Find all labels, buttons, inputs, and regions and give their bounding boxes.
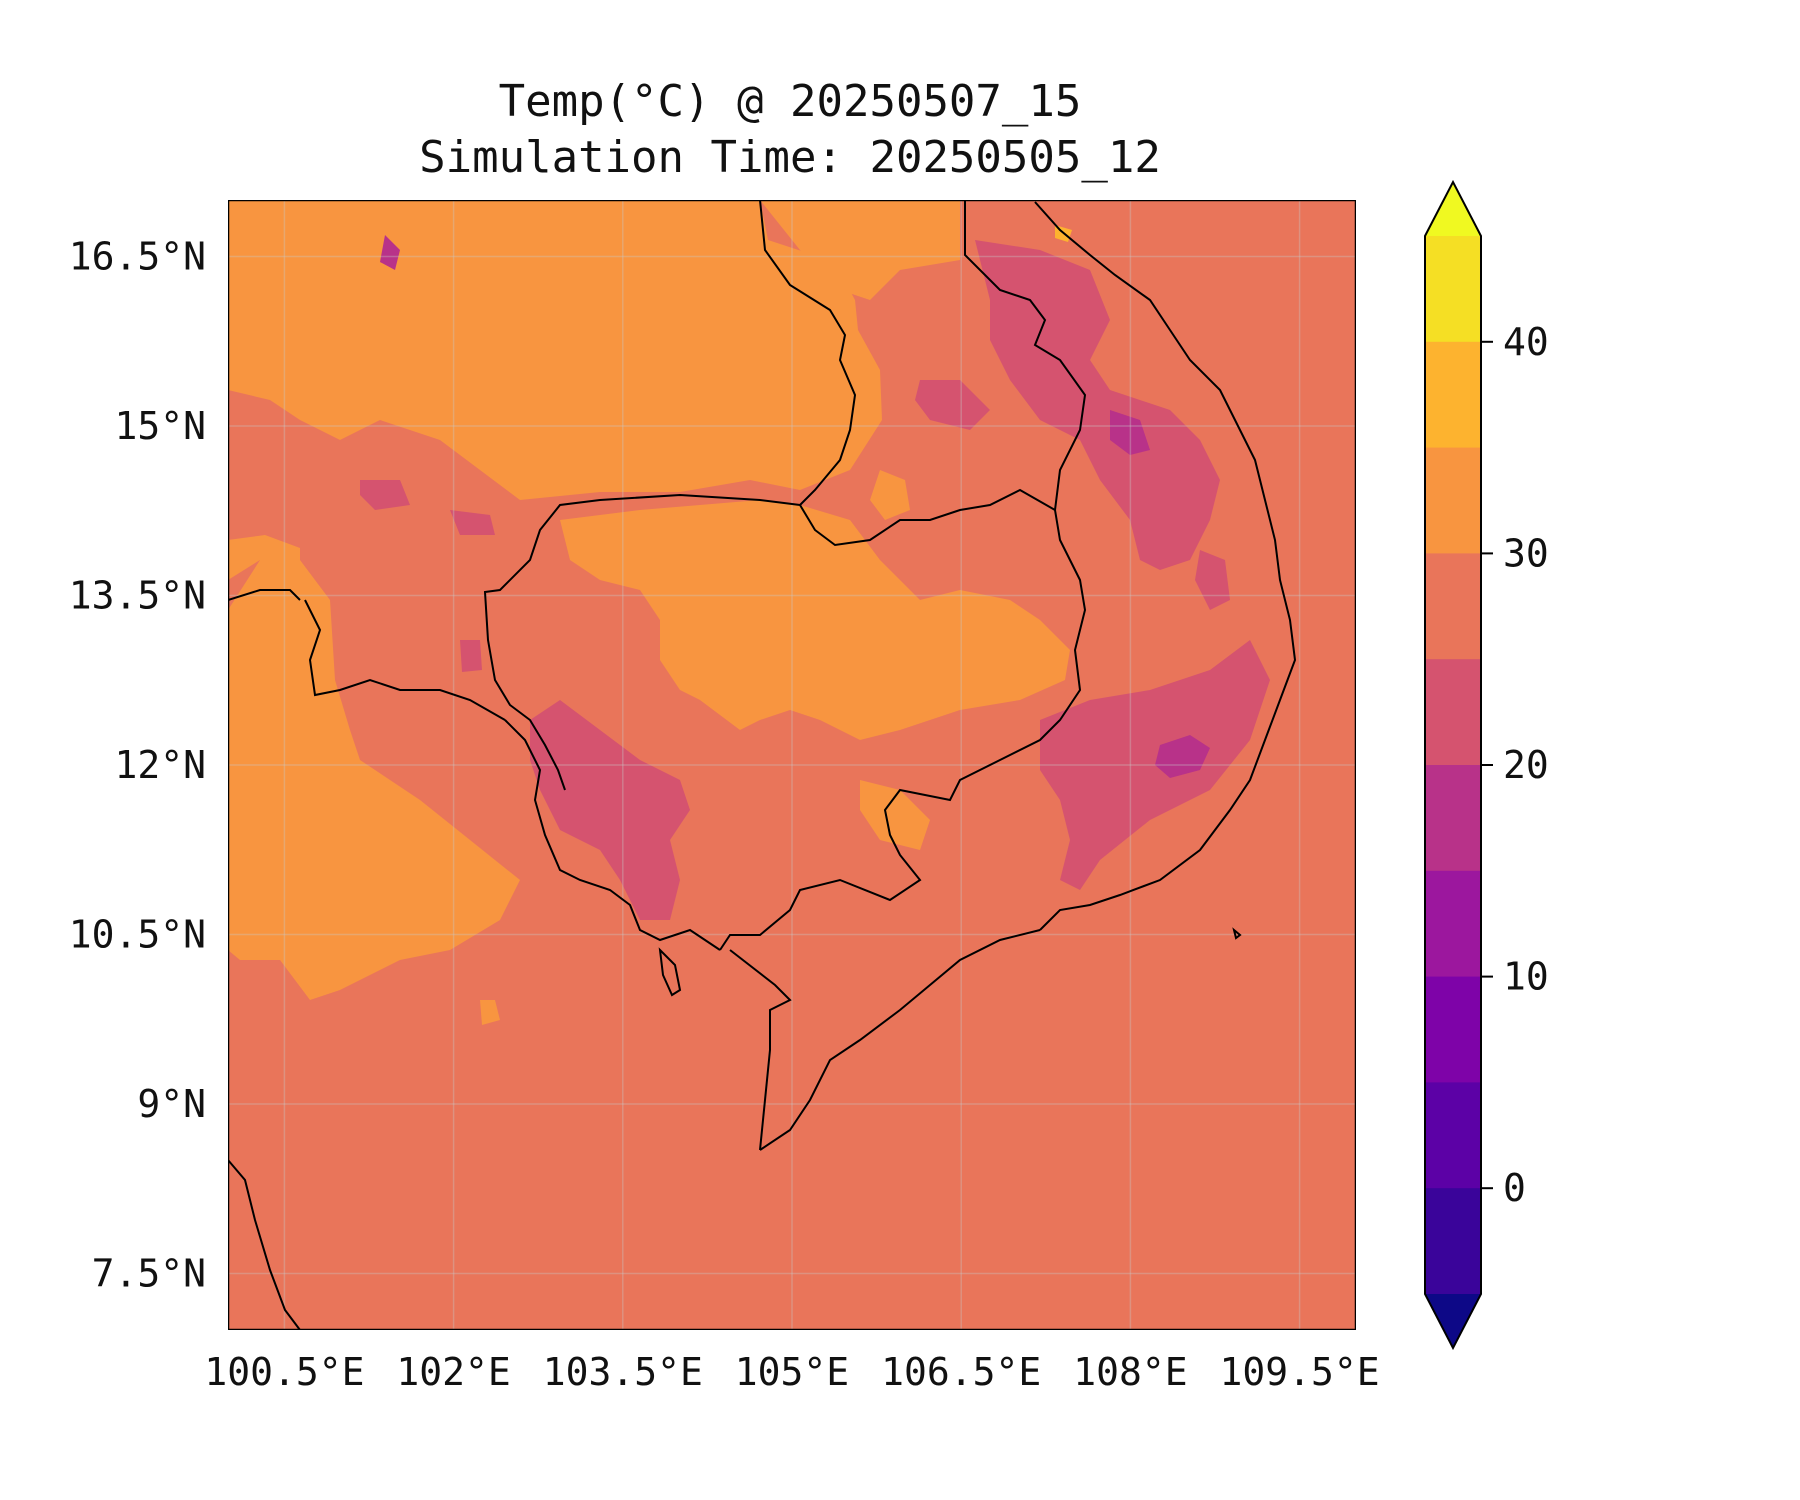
latitude-tick-label: 7.5°N <box>92 1252 206 1296</box>
cool-core-highlands <box>1155 735 1210 778</box>
colorbar-tick-label: 40 <box>1503 320 1549 364</box>
warm-region-thailand-north <box>228 200 882 500</box>
longitude-tick-label: 103.5°E <box>543 1350 703 1394</box>
cool-core-regions <box>380 235 1210 778</box>
map-gridlines <box>228 200 1356 1330</box>
colorbar-tick-label: 20 <box>1503 743 1549 787</box>
colorbar-band <box>1425 1188 1481 1295</box>
colorbar-band <box>1425 765 1481 872</box>
latitude-tick-label: 16.5°N <box>69 235 206 279</box>
warm-region-laos-speck <box>870 470 910 520</box>
coast-phuquoc <box>658 947 682 997</box>
latitude-tick-label: 12°N <box>114 743 206 787</box>
colorbar-outline <box>1424 179 1482 1351</box>
latitude-tick-labels: 16.5°N 15°N 13.5°N 12°N 10.5°N 9°N 7.5°N <box>69 235 206 1296</box>
colorbar-band <box>1425 976 1481 1083</box>
colorbar-band <box>1425 236 1481 343</box>
coast-thailand-gulf <box>304 599 506 721</box>
latitude-tick-label: 13.5°N <box>69 574 206 618</box>
longitude-tick-label: 106.5°E <box>881 1350 1041 1394</box>
latitude-tick-label: 10.5°N <box>69 913 206 957</box>
border-cambodia-vietnam <box>719 509 1087 951</box>
cool-region-vietnam-coast <box>1195 550 1230 610</box>
cool-core-central <box>1110 410 1150 455</box>
longitude-tick-label: 108°E <box>1073 1350 1187 1394</box>
border-thai-myanmar <box>228 589 301 601</box>
colorbar-tick-label: 30 <box>1503 531 1549 575</box>
title-line-2: Simulation Time: 20250505_12 <box>419 132 1161 183</box>
colorbar-band <box>1425 1082 1481 1189</box>
border-thai-laos <box>759 200 857 506</box>
coast-malay-peninsula <box>228 1159 301 1330</box>
longitude-tick-label: 109.5°E <box>1220 1350 1380 1394</box>
coast-vietnam-east <box>1034 201 1297 931</box>
colorbar-extend-max <box>1425 182 1481 236</box>
colorbar-band <box>1425 659 1481 766</box>
border-laos-vietnam <box>964 200 1087 511</box>
latitude-tick-label: 9°N <box>137 1082 206 1126</box>
coast-mekong-delta <box>759 929 1041 1151</box>
coast-island-small <box>1232 927 1242 940</box>
warm-region-cambodia-central <box>560 500 1070 740</box>
warm-region-thailand-south <box>228 560 520 1000</box>
warm-region-malaysia <box>228 535 300 580</box>
warm-region-gulf-speck <box>480 1000 500 1025</box>
map-panel[interactable] <box>228 200 1356 1330</box>
latitude-tick-label: 15°N <box>114 404 206 448</box>
colorbar-band <box>1425 341 1481 449</box>
colorbar-tick-label: 0 <box>1503 1166 1526 1210</box>
colorbar-band <box>1425 870 1481 978</box>
longitude-tick-label: 105°E <box>735 1350 849 1394</box>
cool-core-north <box>380 235 400 270</box>
cool-region-thai-speck <box>460 640 482 672</box>
longitude-tick-label: 102°E <box>396 1350 510 1394</box>
cool-region-thai-mid <box>450 510 495 535</box>
cool-temperature-regions <box>360 240 1270 920</box>
cool-region-vietnam-central <box>975 240 1220 570</box>
warm-region-cambodia-south <box>860 780 930 850</box>
warm-temperature-regions <box>228 200 1070 1025</box>
title-line-1: Temp(°C) @ 20250507_15 <box>499 76 1082 127</box>
cool-region-cardamom <box>530 700 690 920</box>
longitude-tick-labels: 100.5°E 102°E 103.5°E 105°E 106.5°E 108°E 109.… <box>204 1350 1379 1394</box>
coast-cambodia <box>504 719 721 951</box>
border-thai-cambodia <box>483 493 801 791</box>
coast-gulf-vietnam <box>729 949 792 1151</box>
warm-region-vietnam-north <box>760 200 960 300</box>
longitude-tick-label: 100.5°E <box>204 1350 364 1394</box>
colorbar: 40 30 20 10 0 <box>1424 179 1549 1351</box>
colorbar-tick-label: 10 <box>1503 955 1549 999</box>
colorbar-band <box>1425 447 1481 554</box>
colorbar-extend-min <box>1425 1294 1481 1348</box>
border-laos-cambodia <box>799 488 1056 547</box>
cool-region-laos-small <box>915 380 990 430</box>
colorbar-band <box>1425 553 1481 660</box>
coastlines-borders <box>228 200 1297 1330</box>
cool-region-thai-west <box>360 480 410 510</box>
